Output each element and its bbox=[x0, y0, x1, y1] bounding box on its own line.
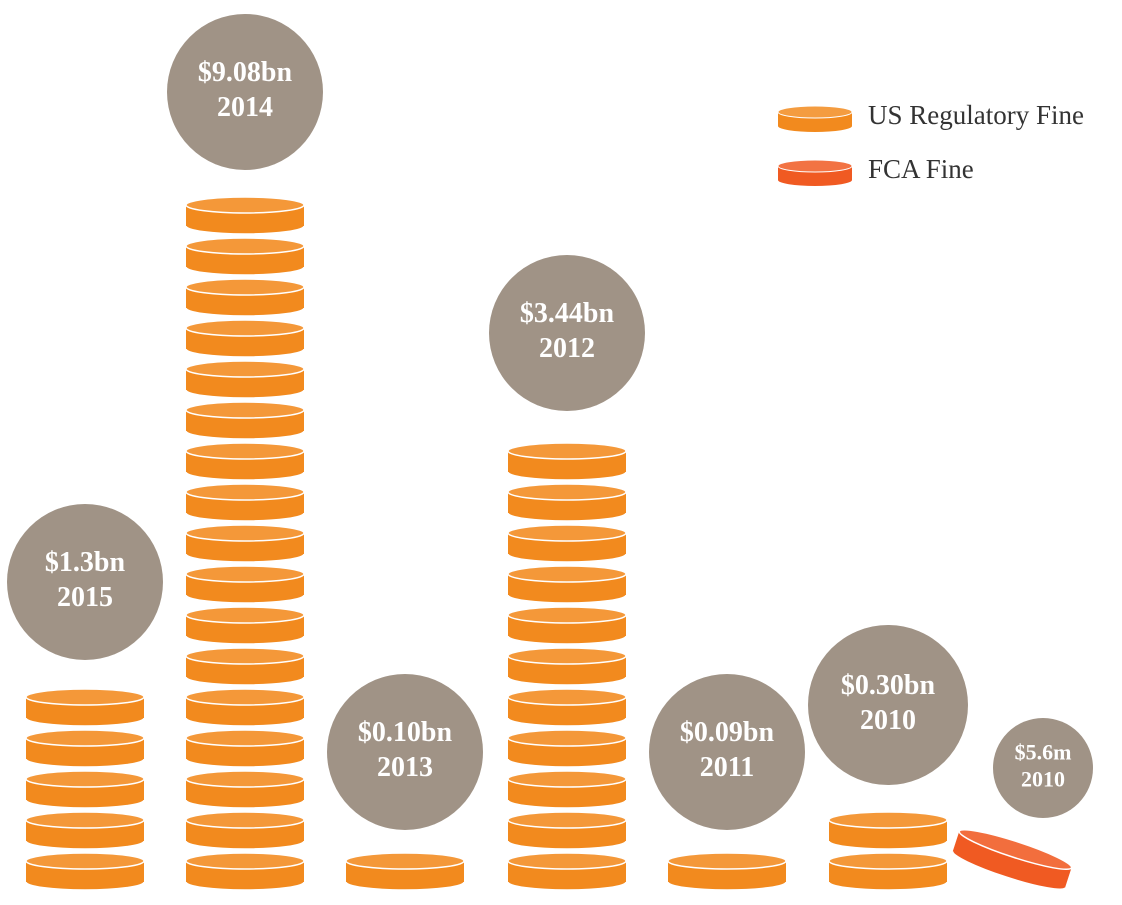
year-label: 2012 bbox=[539, 333, 595, 364]
coin-top bbox=[185, 483, 305, 501]
year-label: 2010 bbox=[860, 705, 916, 736]
coin-stack bbox=[185, 196, 305, 891]
coin-top bbox=[25, 770, 145, 788]
coin-top bbox=[185, 401, 305, 419]
value-label: $1.3bn bbox=[45, 547, 126, 578]
coin-top bbox=[185, 237, 305, 255]
coin-top bbox=[507, 524, 627, 542]
coin-top bbox=[25, 852, 145, 870]
value-label: $0.09bn bbox=[680, 717, 775, 748]
coin-top bbox=[185, 196, 305, 214]
coin-top bbox=[185, 565, 305, 583]
legend-swatch bbox=[777, 105, 853, 132]
coin-top bbox=[958, 829, 1073, 871]
coin-top bbox=[507, 647, 627, 665]
coin-top bbox=[185, 278, 305, 296]
coin-top bbox=[507, 688, 627, 706]
coin-top bbox=[507, 483, 627, 501]
coin-top bbox=[185, 729, 305, 747]
coin-top bbox=[667, 852, 787, 870]
value-label: $0.10bn bbox=[358, 717, 453, 748]
legend-swatch bbox=[777, 159, 853, 186]
year-label: 2015 bbox=[57, 582, 113, 613]
coin-top bbox=[507, 811, 627, 829]
value-bubble bbox=[7, 504, 163, 660]
value-bubble bbox=[993, 718, 1093, 818]
value-label: $5.6m bbox=[1015, 739, 1072, 764]
coin-top bbox=[185, 360, 305, 378]
year-label: 2014 bbox=[217, 92, 273, 123]
coin-top bbox=[777, 159, 853, 173]
coin-stack bbox=[828, 811, 948, 891]
coin-top bbox=[777, 105, 853, 119]
value-label: $9.08bn bbox=[198, 57, 293, 88]
coin-top bbox=[185, 319, 305, 337]
value-label: $0.30bn bbox=[841, 670, 936, 701]
coin-top bbox=[345, 852, 465, 870]
year-label: 2010 bbox=[1021, 767, 1065, 792]
year-label: 2011 bbox=[700, 752, 754, 783]
coin-top bbox=[185, 524, 305, 542]
value-bubble bbox=[649, 674, 805, 830]
coin-top bbox=[185, 647, 305, 665]
legend-label: FCA Fine bbox=[868, 154, 974, 184]
coin-top bbox=[185, 852, 305, 870]
year-label: 2013 bbox=[377, 752, 433, 783]
coin-top bbox=[25, 688, 145, 706]
coin-top bbox=[507, 729, 627, 747]
value-bubble bbox=[167, 14, 323, 170]
coin-top bbox=[185, 770, 305, 788]
coin-stack bbox=[951, 829, 1073, 891]
value-bubble bbox=[489, 255, 645, 411]
coin-top bbox=[507, 770, 627, 788]
coin-top bbox=[25, 729, 145, 747]
coin-top bbox=[25, 811, 145, 829]
coin-stack bbox=[667, 852, 787, 891]
coin-top bbox=[507, 852, 627, 870]
coin-stack bbox=[507, 442, 627, 891]
coin-top bbox=[828, 852, 948, 870]
coin-stack bbox=[25, 688, 145, 891]
coin-top bbox=[185, 688, 305, 706]
legend-label: US Regulatory Fine bbox=[868, 100, 1084, 130]
value-label: $3.44bn bbox=[520, 298, 615, 329]
coin-top bbox=[507, 606, 627, 624]
value-bubble bbox=[808, 625, 968, 785]
coin-top bbox=[507, 442, 627, 460]
coin-top bbox=[185, 442, 305, 460]
coin-top bbox=[185, 606, 305, 624]
coin-top bbox=[185, 811, 305, 829]
coin-top bbox=[828, 811, 948, 829]
coin-stack bbox=[345, 852, 465, 891]
coin-top bbox=[507, 565, 627, 583]
value-bubble bbox=[327, 674, 483, 830]
